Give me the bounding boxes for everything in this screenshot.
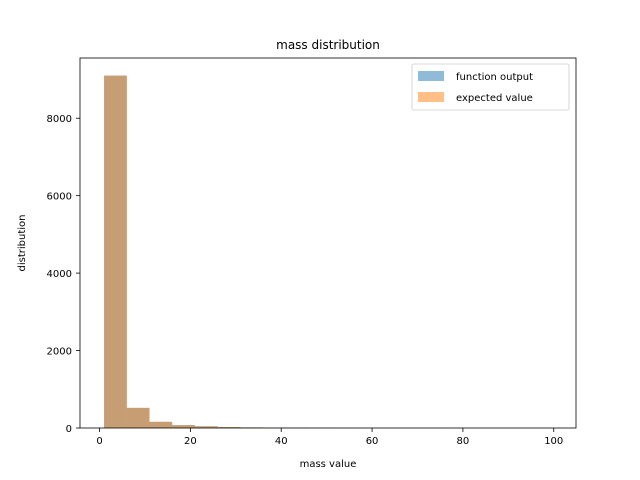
series-expected-value-bars <box>104 75 445 428</box>
legend-frame <box>411 63 570 111</box>
x-tick-label: 100 <box>544 436 563 447</box>
histogram-bar <box>172 425 195 428</box>
chart-title: mass distribution <box>276 38 380 52</box>
y-axis-label: distribution <box>17 215 28 272</box>
x-tick-label: 60 <box>366 436 379 447</box>
y-tick-label: 6000 <box>47 192 72 203</box>
histogram-bar <box>217 427 241 428</box>
legend-label-function-output: function output <box>456 72 533 83</box>
legend-label-expected-value: expected value <box>456 93 533 104</box>
x-axis-label: mass value <box>300 459 357 470</box>
histogram-bar <box>149 421 173 428</box>
y-tick-label: 4000 <box>47 269 72 280</box>
y-axis-ticks: 0 2000 4000 6000 8000 <box>47 114 80 435</box>
x-tick-label: 40 <box>275 436 288 447</box>
x-tick-label: 20 <box>184 436 197 447</box>
histogram-bar <box>194 426 218 428</box>
series-function-output-bars <box>104 75 445 428</box>
y-tick-label: 0 <box>66 424 72 435</box>
y-tick-label: 8000 <box>47 114 72 125</box>
legend-swatch-expected-value <box>418 92 444 102</box>
plot-area-frame <box>79 57 577 429</box>
histogram-bar <box>126 407 150 428</box>
histogram-bar <box>104 75 127 428</box>
x-tick-label: 80 <box>457 436 470 447</box>
y-tick-label: 2000 <box>47 347 72 358</box>
legend: function output expected value <box>411 63 570 111</box>
x-axis-ticks: 0 20 40 60 80 100 <box>96 428 563 447</box>
legend-swatch-function-output <box>418 71 444 81</box>
x-tick-label: 0 <box>96 436 102 447</box>
